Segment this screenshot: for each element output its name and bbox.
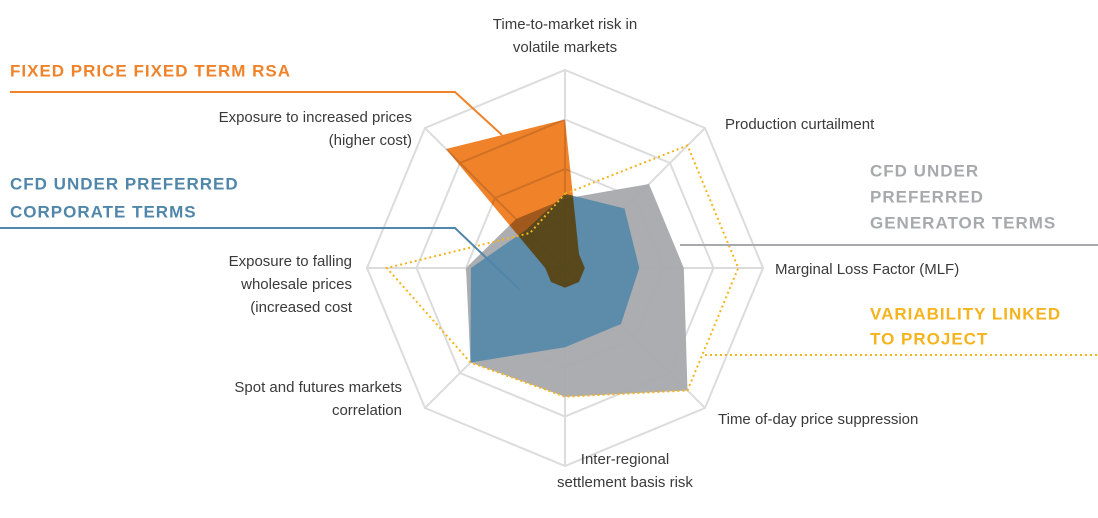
axis-label: Spot and futures markets	[234, 379, 402, 396]
leader-line	[0, 227, 521, 291]
leader-line	[10, 91, 503, 136]
series-label: CFD UNDER	[870, 161, 979, 180]
axis-label: (increased cost	[250, 299, 353, 316]
series-label: VARIABILITY LINKED	[870, 304, 1061, 323]
series-label: CORPORATE TERMS	[10, 202, 197, 221]
axis-label: Marginal Loss Factor (MLF)	[775, 261, 959, 278]
series-label: CFD UNDER PREFERRED	[10, 174, 239, 193]
axis-label: Time of-day price suppression	[718, 411, 918, 428]
axis-label: (higher cost)	[329, 132, 412, 149]
axis-label: Exposure to increased prices	[219, 109, 412, 126]
axis-label: correlation	[332, 402, 402, 419]
grid-ring	[415, 118, 715, 418]
series-label: TO PROJECT	[870, 329, 988, 348]
axis-label: Production curtailment	[725, 116, 875, 133]
axis-label: Time-to-market risk in	[493, 16, 637, 33]
axis-label: volatile markets	[513, 39, 617, 56]
series-label: GENERATOR TERMS	[870, 213, 1056, 232]
series-label: PREFERRED	[870, 187, 984, 206]
axis-label: Inter-regional	[581, 451, 669, 468]
series-area	[384, 144, 740, 398]
series-area	[445, 119, 585, 288]
grid-ring	[365, 68, 765, 468]
axis-label: Exposure to falling	[229, 253, 352, 270]
series-label: FIXED PRICE FIXED TERM RSA	[10, 61, 291, 80]
axis-label: settlement basis risk	[557, 474, 693, 491]
axis-label: wholesale prices	[240, 276, 352, 293]
